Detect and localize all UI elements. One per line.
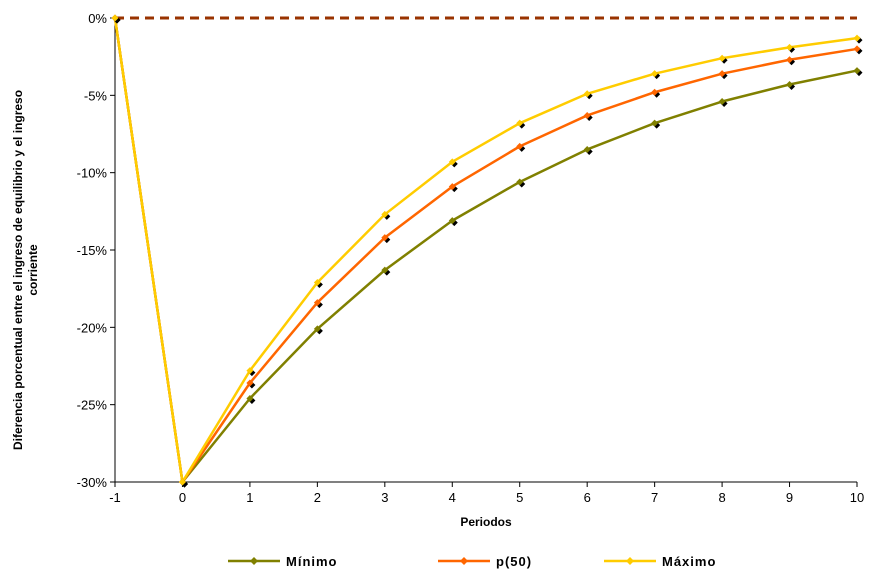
- plot-area: 0% -5% -10% -15% -20% -25% -30%-1 0 1 2 3 4 5 6 7 8 9 10: [77, 11, 865, 505]
- series-line-0: [113, 17, 858, 484]
- x-tick-label: 0: [179, 490, 186, 505]
- data-point: [381, 266, 389, 274]
- data-point: [313, 325, 321, 333]
- data-point: [381, 210, 389, 218]
- data-point: [381, 234, 389, 242]
- x-tick-label: 3: [381, 490, 388, 505]
- data-point: [448, 158, 456, 166]
- data-point: [516, 178, 524, 186]
- data-point: [246, 367, 254, 375]
- data-point: [651, 88, 659, 96]
- x-tick-label: 8: [718, 490, 725, 505]
- x-tick-label: 5: [516, 490, 523, 505]
- data-point: [111, 14, 119, 22]
- legend-marker: [460, 557, 468, 565]
- data-point: [178, 478, 186, 486]
- x-axis-title: Periodos: [460, 515, 512, 529]
- y-tick-label: -5%: [84, 88, 108, 103]
- data-point: [583, 145, 591, 153]
- data-point: [786, 56, 794, 64]
- y-tick-label: -30%: [77, 475, 108, 490]
- y-axis-title-line: Diferencia porcentual entre el ingreso d…: [11, 90, 25, 450]
- data-point: [853, 67, 861, 75]
- data-point: [313, 278, 321, 286]
- x-tick-label: 7: [651, 490, 658, 505]
- legend-label: p(50): [496, 554, 532, 569]
- y-axis-title-line: corriente: [26, 244, 40, 296]
- legend-marker: [626, 557, 634, 565]
- y-tick-label: -25%: [77, 398, 108, 413]
- x-tick-label: 2: [314, 490, 321, 505]
- y-tick-label: -10%: [77, 166, 108, 181]
- data-point: [313, 299, 321, 307]
- legend: Mínimo p(50) Máximo: [228, 554, 716, 569]
- data-point: [786, 81, 794, 89]
- data-point: [246, 394, 254, 402]
- legend-marker: [250, 557, 258, 565]
- data-point: [583, 90, 591, 98]
- data-point: [853, 45, 861, 53]
- data-point: [448, 217, 456, 225]
- legend-label: Mínimo: [286, 554, 338, 569]
- data-point: [853, 34, 861, 42]
- data-point: [246, 379, 254, 387]
- data-point: [718, 70, 726, 78]
- x-tick-label: 1: [246, 490, 253, 505]
- series-line-2: [113, 17, 858, 484]
- data-point: [583, 111, 591, 119]
- data-point: [516, 119, 524, 127]
- legend-label: Máximo: [662, 554, 716, 569]
- data-point: [448, 183, 456, 191]
- series-line-1: [113, 17, 858, 484]
- x-tick-label: 6: [584, 490, 591, 505]
- y-tick-label: -20%: [77, 320, 108, 335]
- y-tick-label: -15%: [77, 243, 108, 258]
- data-point: [786, 43, 794, 51]
- x-tick-label: 4: [449, 490, 456, 505]
- data-point: [651, 70, 659, 78]
- x-tick-label: -1: [109, 490, 121, 505]
- y-tick-label: 0%: [88, 11, 107, 26]
- data-point: [718, 54, 726, 62]
- x-tick-label: 10: [850, 490, 864, 505]
- data-point: [651, 119, 659, 127]
- y-axis-title: Diferencia porcentual entre el ingreso d…: [11, 90, 40, 450]
- data-point: [718, 98, 726, 106]
- data-point: [516, 142, 524, 150]
- x-tick-label: 9: [786, 490, 793, 505]
